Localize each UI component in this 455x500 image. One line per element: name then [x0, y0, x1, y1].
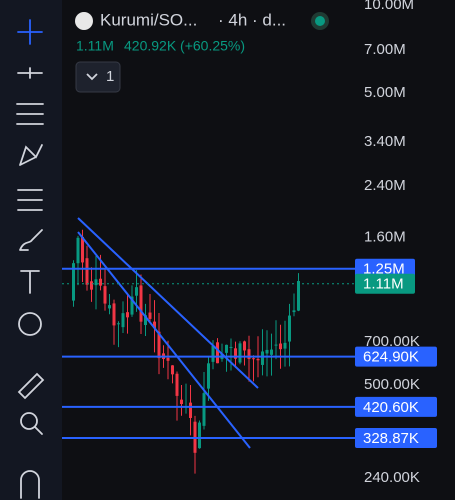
candle-body	[252, 358, 255, 360]
price-tick-label: 10.00M	[364, 0, 414, 13]
candle-body	[279, 343, 282, 350]
candle-body	[148, 312, 152, 319]
price-tag	[355, 258, 415, 279]
candle-body	[297, 281, 300, 311]
toolbar	[0, 0, 62, 500]
candle-body	[189, 402, 192, 418]
candle-body	[256, 358, 260, 361]
candle-body	[130, 296, 134, 315]
candle-body	[112, 303, 116, 326]
price-tag	[355, 346, 437, 367]
candle-body	[81, 236, 84, 263]
price-tag-label: 328.87K	[363, 430, 419, 447]
candles	[72, 229, 300, 474]
candle-body	[76, 237, 80, 264]
price-tick-label: 5.00M	[364, 84, 406, 101]
candle-body	[265, 349, 269, 354]
candle-body	[94, 279, 98, 286]
price-tick-label: 500.00K	[364, 376, 420, 393]
price-tick-label: 700.00K	[364, 333, 420, 350]
candle-body	[72, 263, 75, 301]
candle-body	[247, 349, 251, 359]
candle-body	[229, 346, 233, 348]
candle-body	[85, 258, 89, 285]
candle-body	[180, 399, 183, 405]
candle-body	[175, 373, 179, 396]
candle-body	[139, 285, 143, 322]
price-tick-label: 7.00M	[364, 41, 406, 58]
price-tag	[355, 273, 415, 294]
candle-body	[207, 363, 210, 389]
price: 1.11M	[76, 38, 114, 54]
dropdown-label: 1	[106, 68, 114, 85]
candle-body	[90, 281, 93, 290]
candle-body	[238, 343, 242, 363]
candle-body	[117, 323, 120, 325]
candle-body	[108, 305, 111, 309]
candle-body	[243, 341, 246, 351]
candle-body	[126, 312, 129, 318]
change: 420.92K (+60.25%)	[124, 38, 245, 54]
candle-body	[283, 342, 287, 349]
candle-body	[166, 357, 170, 361]
candle-body	[292, 310, 296, 313]
price-tick-label: 1.60M	[364, 228, 406, 245]
candle-body	[99, 278, 102, 286]
candle-body	[202, 393, 206, 426]
price-tag-label: 624.90K	[363, 349, 419, 366]
price-tag	[355, 396, 437, 417]
status-dot	[315, 16, 325, 26]
candle-body	[261, 351, 264, 365]
candle-body	[171, 365, 174, 375]
candle-body	[103, 286, 107, 304]
candle-body	[153, 321, 156, 329]
price-axis	[355, 0, 455, 500]
toolbar-icons[interactable]	[16, 19, 45, 499]
price-tag	[355, 428, 437, 449]
candle-body	[274, 344, 278, 346]
symbol-icon	[75, 12, 93, 30]
price-tag-label: 1.25M	[363, 261, 405, 278]
candle-body	[121, 313, 125, 328]
price-tick-label: 240.00K	[364, 469, 420, 486]
price-tick-label: 2.40M	[364, 177, 406, 194]
price-tag-label: 1.11M	[363, 276, 404, 293]
symbol[interactable]: Kurumi/SO...	[100, 10, 197, 29]
candle-body	[225, 344, 228, 353]
candle-body	[135, 287, 138, 296]
dropdown[interactable]	[75, 61, 121, 93]
candle-body	[144, 315, 147, 326]
candle-body	[157, 331, 161, 359]
price-tick-label: 3.40M	[364, 133, 406, 150]
candle-body	[198, 422, 201, 449]
candle-body	[234, 348, 237, 359]
price-tag-label: 420.60K	[363, 399, 419, 416]
candle-body	[216, 342, 219, 364]
candle-body	[270, 349, 273, 355]
chevron	[86, 73, 98, 81]
candle-body	[288, 315, 291, 342]
interval: · 4h · d...	[218, 10, 286, 29]
candle-body	[211, 345, 215, 362]
